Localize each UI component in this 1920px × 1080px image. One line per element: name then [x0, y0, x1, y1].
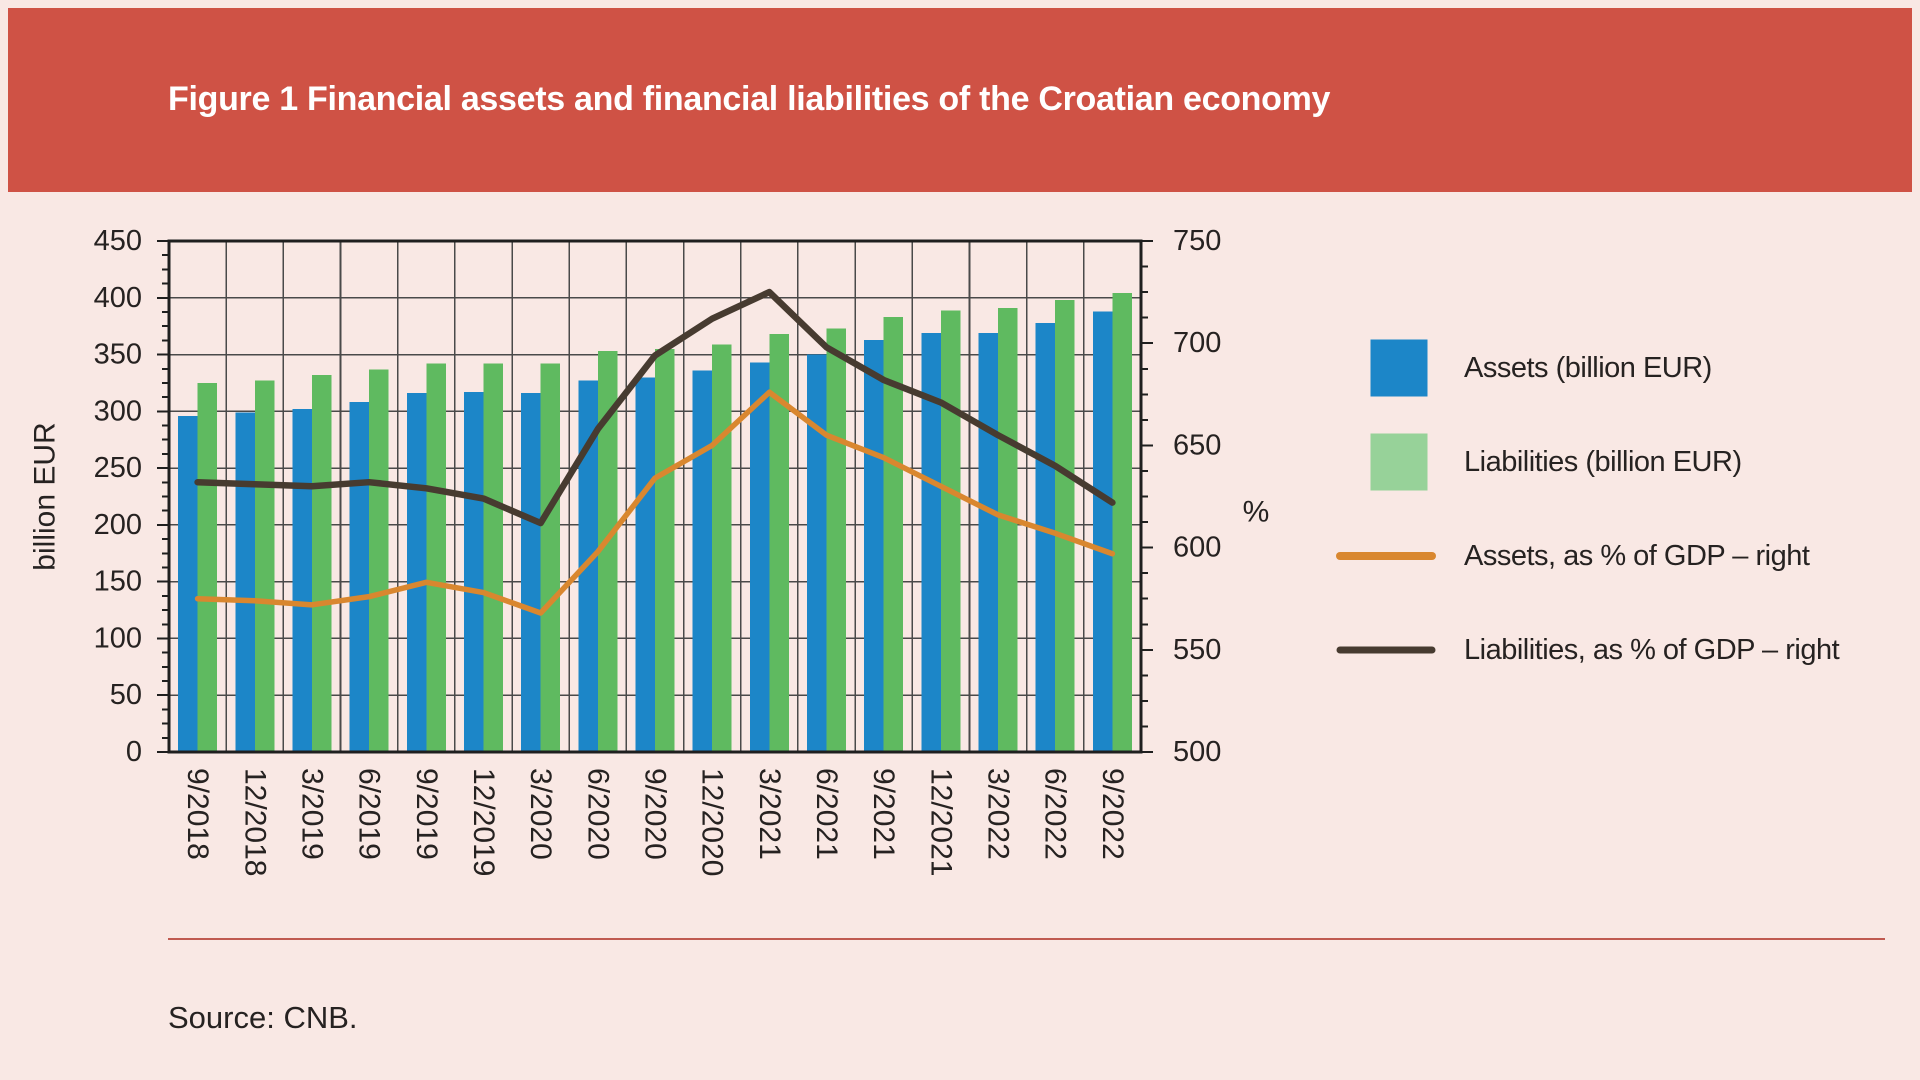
x-axis-label: 6/2020 — [581, 768, 614, 860]
x-axis-label: 9/2020 — [639, 768, 672, 860]
x-axis-label: 9/2022 — [1096, 768, 1129, 860]
left-axis-tick-label: 300 — [94, 395, 142, 427]
legend-entry: Assets, as % of GDP – right — [1336, 540, 1810, 572]
x-axis-label: 9/2018 — [181, 768, 214, 860]
liabilities-bar — [1112, 293, 1132, 752]
x-axis-label: 3/2019 — [295, 768, 328, 860]
x-axis-label: 6/2021 — [810, 768, 843, 860]
liabilities-bar — [483, 363, 503, 752]
assets-bar — [178, 415, 198, 752]
x-axis-label: 6/2019 — [353, 768, 386, 860]
x-axis-label: 12/2020 — [696, 768, 729, 876]
assets-bar — [292, 409, 312, 752]
right-axis-tick-label: 550 — [1173, 634, 1221, 666]
left-axis-tick-label: 150 — [94, 566, 142, 598]
liabilities-bar — [311, 374, 332, 752]
figure-title: Figure 1 Financial assets and financial … — [168, 80, 1331, 118]
right-axis-tick-label: 500 — [1173, 736, 1221, 768]
legend-label: Assets, as % of GDP – right — [1464, 540, 1810, 572]
assets-bar — [1035, 322, 1056, 752]
left-axis-tick-label: 250 — [94, 452, 142, 484]
assets-pct-gdp-line — [194, 389, 1116, 616]
liabilities-bar — [597, 351, 618, 752]
assets-bar — [463, 392, 484, 752]
liabilities-bar — [655, 348, 675, 752]
left-axis-tick-label: 0 — [126, 736, 142, 768]
assets-bar — [749, 362, 770, 752]
figure-header-banner: Figure 1 Financial assets and financial … — [8, 8, 1912, 192]
x-axis-label: 12/2019 — [467, 768, 500, 876]
assets-bar — [692, 370, 713, 752]
assets-bar — [978, 332, 999, 752]
financial-assets-liabilities-chart: 0 50 100 150 200 250 300 350 400 450 500 550 600 650 7… — [29, 225, 1841, 876]
legend-label: Liabilities, as % of GDP – right — [1464, 634, 1840, 666]
left-axis-tick-label: 200 — [94, 509, 142, 541]
right-axis-tick-label: 750 — [1173, 225, 1221, 257]
assets-bar — [578, 380, 598, 752]
liabilities-pct-gdp-line — [194, 288, 1116, 527]
source-separator-line — [168, 938, 1885, 940]
assets-bar — [521, 393, 541, 752]
assets-bar — [864, 339, 884, 752]
source-note: Source: CNB. — [168, 1000, 358, 1035]
x-axis-label: 3/2020 — [524, 768, 557, 860]
plot-border — [167, 239, 1143, 754]
legend-entry: Liabilities (billion EUR) — [1370, 433, 1742, 491]
assets-bar — [921, 332, 941, 752]
liabilities-bar — [197, 382, 218, 752]
left-axis-tick-label: 350 — [94, 339, 142, 371]
assets-bar — [807, 354, 827, 752]
legend-label: Liabilities (billion EUR) — [1464, 446, 1742, 478]
assets-bar — [349, 402, 370, 752]
right-axis-tick-label: 650 — [1173, 429, 1221, 461]
legend-label: Assets (billion EUR) — [1464, 352, 1712, 384]
x-axis-label: 9/2019 — [410, 768, 443, 860]
left-axis-title: billion EUR — [29, 422, 62, 570]
right-axis-tick-label: 600 — [1173, 532, 1221, 564]
liabilities-bar — [940, 310, 961, 752]
legend-entry: Liabilities, as % of GDP – right — [1336, 634, 1840, 666]
x-axis-label: 3/2021 — [753, 768, 786, 860]
axis-labels: 0 50 100 150 200 250 300 350 400 450 500 550 600 650 7… — [29, 225, 1270, 876]
assets-swatch — [1370, 339, 1428, 397]
x-axis-label: 12/2021 — [924, 768, 957, 876]
liabilities-bar — [998, 307, 1018, 752]
liabilities-bar — [712, 344, 732, 752]
x-axis-label: 9/2021 — [867, 768, 900, 860]
left-axis-tick-label: 50 — [110, 679, 142, 711]
x-axis-label: 3/2022 — [982, 768, 1015, 860]
liabilities-bar — [883, 317, 904, 752]
right-axis-tick-label: 700 — [1173, 327, 1221, 359]
liabilities-bar — [254, 380, 275, 752]
liabilities-bar — [369, 369, 389, 752]
liabilities-bars — [197, 293, 1132, 752]
left-axis-tick-label: 400 — [94, 282, 142, 314]
liabilities-bar — [426, 363, 446, 752]
legend-entry: Assets (billion EUR) — [1370, 339, 1712, 397]
assets-bar — [235, 412, 255, 752]
x-axis-label: 6/2022 — [1039, 768, 1072, 860]
liabilities-bar — [1055, 300, 1075, 752]
assets-bar — [635, 377, 655, 752]
liabilities-bar — [769, 334, 789, 752]
left-axis-tick-label: 100 — [94, 622, 142, 654]
assets-bars — [178, 311, 1113, 752]
liabilities-bar — [540, 363, 561, 752]
left-axis-tick-label: 450 — [94, 225, 142, 257]
x-axis-label: 12/2018 — [238, 768, 271, 876]
liabilities-bar — [826, 328, 847, 752]
right-axis-title: % — [1243, 496, 1270, 529]
assets-bar — [406, 393, 427, 752]
liabilities-swatch — [1370, 433, 1428, 491]
legend: Assets (billion EUR) Liabilities (billion… — [1336, 339, 1840, 666]
assets-bar — [1092, 311, 1113, 752]
